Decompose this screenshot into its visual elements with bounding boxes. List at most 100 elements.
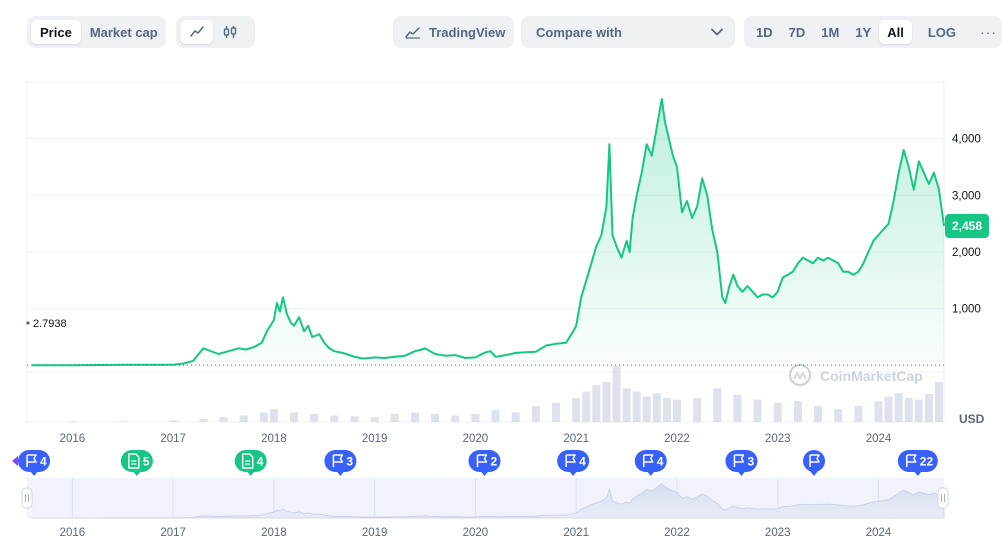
range-1y[interactable]: 1Y [855, 24, 872, 40]
event-count: 3 [747, 455, 754, 469]
volume-bar [814, 406, 823, 422]
navigator-tick-label: 2021 [563, 527, 589, 539]
volume-bar [904, 398, 913, 422]
volume-bar [834, 409, 843, 422]
y-tick-label: 2,000 [952, 247, 981, 259]
trend-line-icon [405, 27, 420, 39]
volume-bar [572, 398, 581, 422]
event-markers: 4 5 4 3 2 4 4 3 22 [12, 450, 938, 476]
volume-bar [924, 394, 933, 422]
event-marker: 2 [468, 450, 501, 476]
x-tick-label: 2024 [866, 433, 892, 445]
x-tick-label: 2020 [463, 433, 489, 445]
current-price-badge: 2,458 [945, 214, 989, 239]
event-marker [803, 450, 826, 476]
event-marker-pill [803, 450, 826, 472]
flag-icon [643, 454, 654, 467]
volume-bar [934, 382, 943, 422]
event-marker: 4 [557, 450, 590, 476]
event-marker: 3 [324, 450, 357, 476]
volume-bar [672, 399, 681, 422]
y-axis: 1,000 2,000 3,000 4,000 [952, 134, 981, 316]
flag-banner [906, 454, 917, 463]
tradingview-button[interactable]: TradingView [393, 16, 514, 48]
event-marker-pointer [569, 471, 578, 476]
navigator-right-handle[interactable] [937, 487, 949, 509]
volume-bar [592, 385, 601, 422]
time-range-toggle: 1D 7D 1M 1Y All LOG ··· [744, 16, 1002, 48]
volume-bar [884, 396, 893, 422]
candlestick-icon [223, 26, 236, 38]
candlestick-chart-button[interactable] [213, 20, 246, 44]
volume-bar [239, 415, 248, 422]
document-outline [128, 453, 140, 469]
event-marker-pill [634, 450, 667, 472]
event-marker-pointer [646, 471, 655, 476]
event-count: 22 [920, 455, 934, 469]
line-chart-icon [189, 26, 204, 37]
price-tab[interactable]: Price [31, 20, 81, 44]
range-1m[interactable]: 1M [821, 24, 840, 40]
volume-bar [773, 402, 782, 422]
event-marker-pill [725, 450, 758, 472]
volume-bar [914, 399, 923, 422]
volume-bar [511, 412, 520, 422]
coinmarketcap-watermark: CoinMarketCap [788, 363, 923, 387]
document-icon [242, 453, 254, 469]
volume-bar [642, 396, 651, 422]
volume-bar [632, 391, 641, 422]
navigator-tick-label: 2024 [866, 527, 892, 539]
range-navigator[interactable] [21, 478, 949, 519]
line-chart-button[interactable] [180, 20, 213, 44]
y-tick-label: 1,000 [952, 304, 981, 316]
event-marker-pill [468, 450, 501, 472]
volume-bar [259, 412, 268, 422]
navigator-tick-label: 2018 [261, 527, 287, 539]
range-all[interactable]: All [879, 20, 912, 44]
event-marker: 5 [120, 450, 153, 476]
log-scale-toggle[interactable]: LOG [927, 24, 957, 40]
event-marker: 4 [234, 450, 267, 476]
flag-banner [810, 454, 820, 463]
more-options-button[interactable]: ··· [980, 24, 998, 40]
navigator-tick-label: 2020 [463, 527, 489, 539]
flag-banner [643, 454, 654, 463]
event-marker-pointer [810, 471, 819, 476]
volume-bar [793, 401, 802, 422]
chevron-down-icon [711, 28, 723, 36]
volume-bar [199, 418, 208, 422]
x-tick-label: 2022 [664, 433, 690, 445]
volume-bar [390, 414, 399, 422]
event-count: 3 [346, 455, 353, 469]
navigator-tick-label: 2022 [664, 527, 690, 539]
y-tick-label: 3,000 [952, 190, 981, 202]
event-marker: 4 [634, 450, 667, 476]
volume-bar [622, 388, 631, 422]
event-count: 2 [490, 455, 497, 469]
market-cap-tab[interactable]: Market cap [89, 24, 158, 40]
flag-icon [809, 454, 820, 467]
document-outline [242, 453, 254, 469]
event-marker-pointer [132, 471, 141, 476]
volume-bar [693, 398, 702, 422]
volume-bar [431, 414, 440, 422]
volume-bar [854, 406, 863, 422]
x-tick-label: 2017 [160, 433, 186, 445]
navigator-left-handle[interactable] [21, 487, 33, 509]
event-count: 4 [579, 455, 586, 469]
currency-label: USD [959, 412, 985, 426]
compare-with-dropdown[interactable]: Compare with [521, 16, 735, 48]
flag-icon [906, 454, 917, 467]
volume-bar [310, 414, 319, 422]
range-7d[interactable]: 7D [788, 24, 806, 40]
event-count: 4 [657, 455, 664, 469]
event-overflow-indicator [12, 456, 19, 466]
event-marker-pill [557, 450, 590, 472]
x-tick-label: 2016 [60, 433, 86, 445]
tradingview-label: TradingView [429, 24, 506, 40]
flag-icon [476, 454, 488, 467]
start-price-label: 2.7938 [26, 318, 67, 330]
y-tick-label: 4,000 [952, 134, 981, 146]
range-1d[interactable]: 1D [756, 24, 773, 40]
